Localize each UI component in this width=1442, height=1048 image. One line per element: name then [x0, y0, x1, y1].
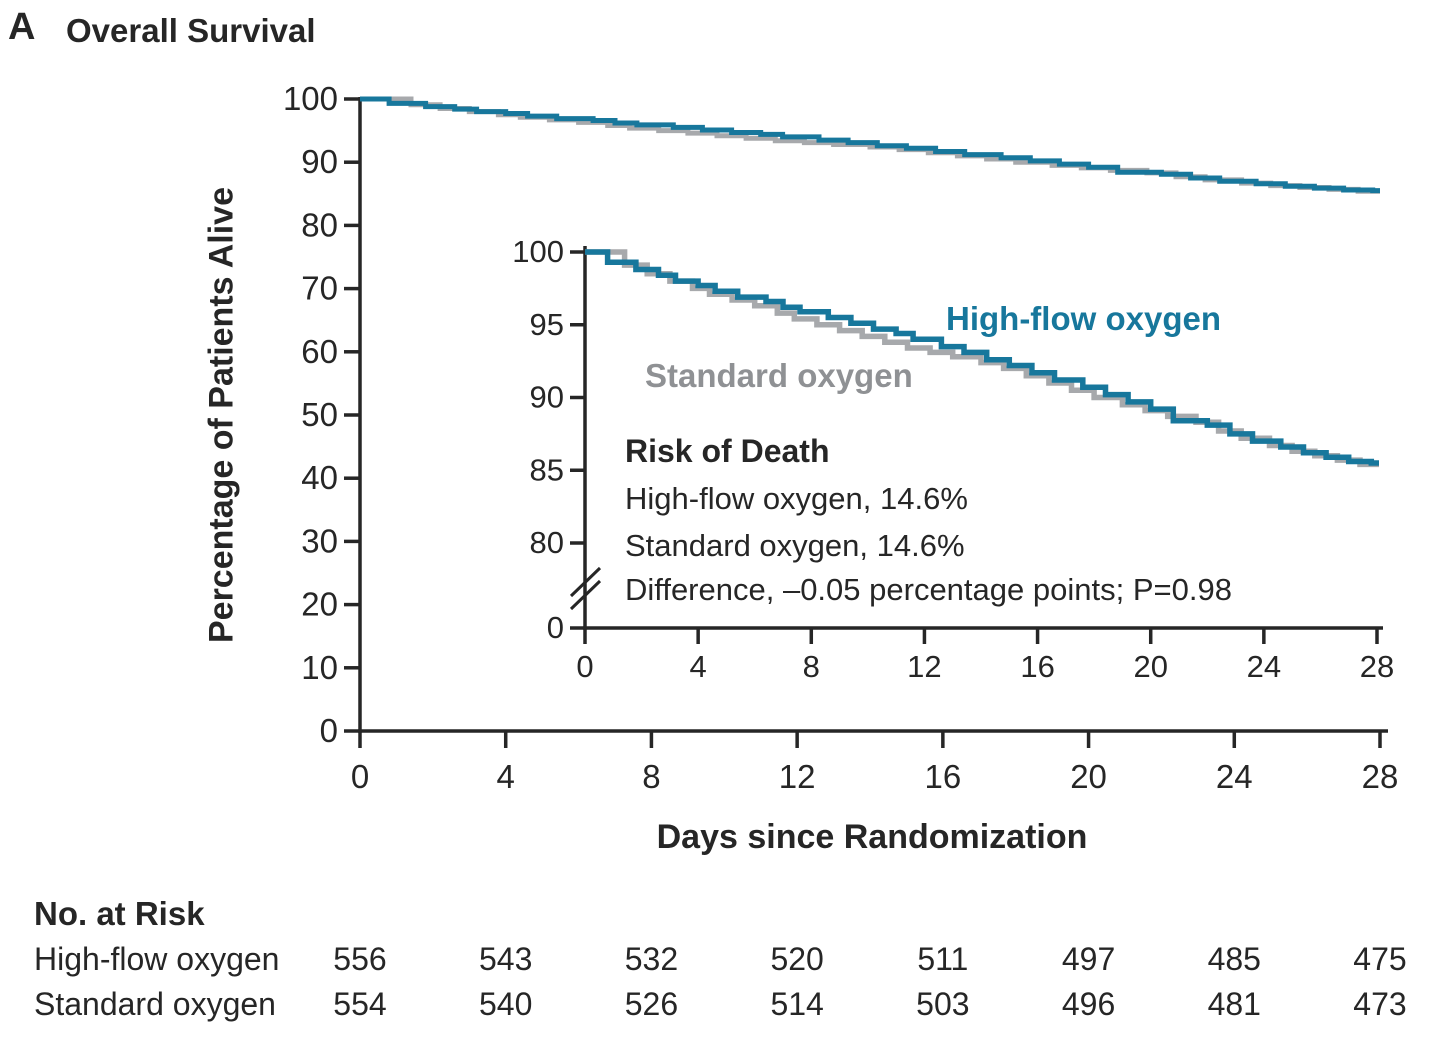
tick-label: 90	[301, 143, 338, 180]
tick-label: 80	[301, 206, 338, 243]
tick-label: 16	[1020, 649, 1054, 684]
at-risk-value-standard-oxygen-day-0: 554	[333, 986, 387, 1022]
at-risk-value-high-flow-oxygen-day-28: 475	[1353, 941, 1407, 977]
at-risk-value-standard-oxygen-day-16: 503	[916, 986, 970, 1022]
at-risk-value-high-flow-oxygen-day-12: 520	[770, 941, 824, 977]
legend-label-high-flow-oxygen: High-flow oxygen	[946, 300, 1221, 337]
tick-label: 0	[576, 649, 593, 684]
at-risk-value-high-flow-oxygen-day-4: 543	[479, 941, 533, 977]
tick-label: 85	[530, 452, 564, 487]
tick-label: 40	[301, 459, 338, 496]
y-axis-title: Percentage of Patients Alive	[202, 186, 241, 644]
axis-break-slash	[569, 566, 602, 598]
tick-label: 30	[301, 522, 338, 559]
at-risk-value-high-flow-oxygen-day-0: 556	[333, 941, 387, 977]
at-risk-value-high-flow-oxygen-day-20: 497	[1061, 941, 1116, 977]
tick-label: 28	[1360, 649, 1394, 684]
tick-label: 80	[530, 525, 564, 560]
panel-title: Overall Survival	[66, 12, 316, 49]
tick-label: 95	[530, 307, 564, 342]
tick-label: 4	[497, 758, 515, 795]
tick-label: 20	[1133, 649, 1167, 684]
at-risk-value-standard-oxygen-day-20: 496	[1061, 986, 1116, 1022]
at-risk-row-label-standard: Standard oxygen	[34, 986, 276, 1022]
tick-label: 100	[283, 80, 338, 117]
x-axis-title: Days since Randomization	[656, 818, 1088, 856]
panel-letter: A	[8, 6, 36, 48]
tick-label: 10	[301, 649, 338, 686]
survival-curve-high-flow-oxygen	[585, 249, 1379, 466]
tick-label: 20	[301, 586, 338, 623]
tick-label: 28	[1362, 758, 1399, 795]
tick-label: 0	[351, 758, 369, 795]
at-risk-value-standard-oxygen-day-4: 540	[479, 986, 533, 1022]
axis-break-slash	[569, 579, 602, 611]
tick-label: 16	[924, 758, 961, 795]
at-risk-value-high-flow-oxygen-day-24: 485	[1207, 941, 1261, 977]
at-risk-value-standard-oxygen-day-28: 473	[1353, 986, 1407, 1022]
at-risk-value-standard-oxygen-day-24: 481	[1207, 986, 1261, 1022]
legend-label-standard-oxygen: Standard oxygen	[645, 357, 913, 394]
survival-curve-standard-oxygen	[585, 249, 1379, 468]
tick-label: 0	[547, 610, 564, 645]
at-risk-value-standard-oxygen-day-12: 514	[770, 986, 824, 1022]
tick-label: 70	[301, 270, 338, 307]
tick-label: 24	[1247, 649, 1281, 684]
tick-label: 0	[320, 712, 338, 749]
tick-label: 4	[690, 649, 707, 684]
tick-label: 60	[301, 333, 338, 370]
at-risk-value-standard-oxygen-day-8: 526	[624, 986, 679, 1022]
tick-label: 12	[907, 649, 941, 684]
at-risk-value-high-flow-oxygen-day-16: 511	[917, 941, 969, 977]
tick-label: 24	[1216, 758, 1253, 795]
tick-label: 20	[1070, 758, 1107, 795]
risk-of-death-line-standard: Standard oxygen, 14.6%	[625, 528, 965, 563]
tick-label: 8	[803, 649, 820, 684]
tick-label: 8	[642, 758, 660, 795]
tick-label: 100	[512, 234, 564, 269]
tick-label: 12	[779, 758, 816, 795]
at-risk-heading: No. at Risk	[34, 895, 205, 932]
survival-curve-high-flow-oxygen	[360, 96, 1380, 194]
risk-of-death-heading: Risk of Death	[625, 433, 830, 469]
risk-of-death-line-high-flow: High-flow oxygen, 14.6%	[625, 481, 968, 516]
at-risk-value-high-flow-oxygen-day-8: 532	[624, 941, 679, 977]
tick-label: 50	[301, 396, 338, 433]
tick-label: 90	[530, 380, 564, 415]
at-risk-row-label-high-flow: High-flow oxygen	[34, 941, 280, 977]
risk-of-death-line-difference: Difference, –0.05 percentage points; P=0…	[625, 572, 1232, 607]
